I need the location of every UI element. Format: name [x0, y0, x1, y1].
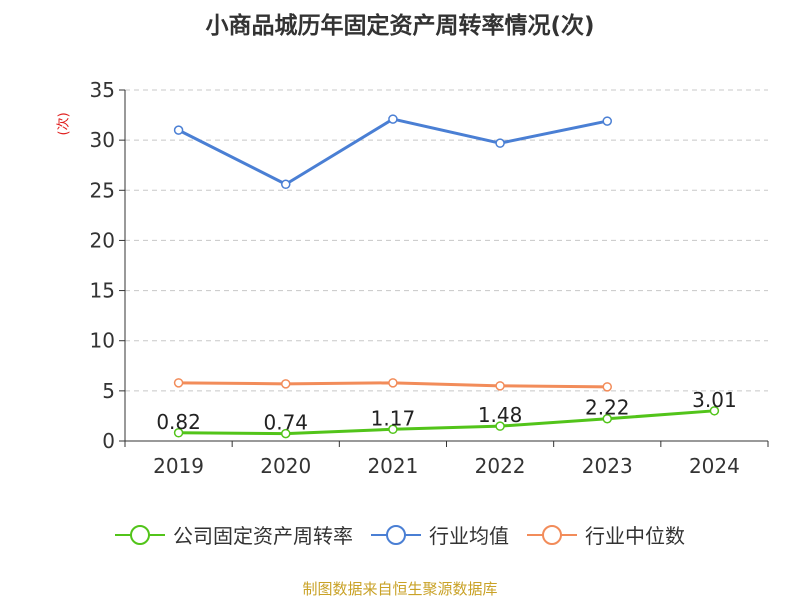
series-point-0: [495, 421, 505, 431]
series-point-0: [173, 428, 184, 438]
y-tick-label: 20: [90, 228, 115, 252]
legend-label: 行业中位数: [585, 524, 685, 548]
y-tick-label: 15: [90, 279, 115, 303]
source-note: 制图数据来自恒生聚源数据库: [302, 580, 498, 598]
axes: 0 5 10 15 20 25 30 35 2019 2020 2021 2022 2023 2024: [90, 78, 769, 478]
chart-title: 小商品城历年固定资产周转率情况(次): [205, 13, 595, 39]
legend: 公司固定资产周转率 行业均值 行业中位数: [0, 520, 800, 549]
y-tick-label: 35: [90, 78, 115, 102]
legend-item: 行业均值: [371, 520, 509, 549]
y-tick-label: 10: [90, 329, 115, 353]
legend-item: 公司固定资产周转率: [115, 520, 353, 549]
series-point-0: [388, 424, 398, 435]
legend-marker-icon: [371, 524, 421, 545]
legend-label: 公司固定资产周转率: [173, 524, 353, 548]
y-tick-label: 5: [102, 379, 115, 403]
legend-marker-icon: [115, 524, 165, 545]
legend-item: 行业中位数: [527, 520, 685, 549]
series-point-2: [495, 381, 505, 391]
series-point-2: [602, 382, 612, 392]
y-tick-label: 25: [90, 178, 115, 202]
line-chart: 0 5 10 15 20 25 30 35 2019 2020 2021 2022 2023 2024 0…: [90, 78, 769, 478]
legend-marker-icon: [527, 524, 577, 545]
series-point-1: [388, 114, 398, 124]
data-label: 2.22: [585, 396, 630, 420]
series-point-2: [388, 378, 398, 388]
series-point-2: [281, 379, 291, 389]
x-tick-label: 2023: [582, 454, 633, 478]
data-label: 1.48: [478, 403, 523, 427]
series-line-0: [178, 409, 715, 436]
series-point-1: [281, 179, 291, 190]
data-label: 0.74: [263, 411, 308, 435]
data-labels: 0.82 0.74 1.17 1.48 2.22 3.01: [156, 388, 736, 435]
series-layer: [173, 114, 720, 439]
legend-label: 行业均值: [429, 524, 509, 548]
grid-lines: [125, 89, 768, 392]
series-point-0: [281, 428, 291, 439]
x-tick-label: 2022: [475, 454, 526, 478]
series-point-1: [495, 138, 505, 148]
series-point-1: [173, 125, 184, 135]
x-tick-label: 2021: [367, 454, 418, 478]
series-point-2: [173, 378, 184, 388]
y-tick-label: 30: [90, 128, 115, 152]
x-tick-label: 2020: [260, 454, 311, 478]
data-label: 0.82: [156, 410, 201, 434]
series-point-0: [709, 406, 720, 416]
series-line-1: [177, 117, 608, 186]
x-tick-label: 2019: [153, 454, 204, 478]
series-point-1: [602, 116, 612, 126]
data-label: 1.17: [371, 406, 416, 430]
y-tick-label: 0: [102, 429, 115, 453]
data-label: 3.01: [692, 388, 737, 412]
x-tick-label: 2024: [689, 454, 740, 478]
series-point-0: [602, 413, 612, 424]
